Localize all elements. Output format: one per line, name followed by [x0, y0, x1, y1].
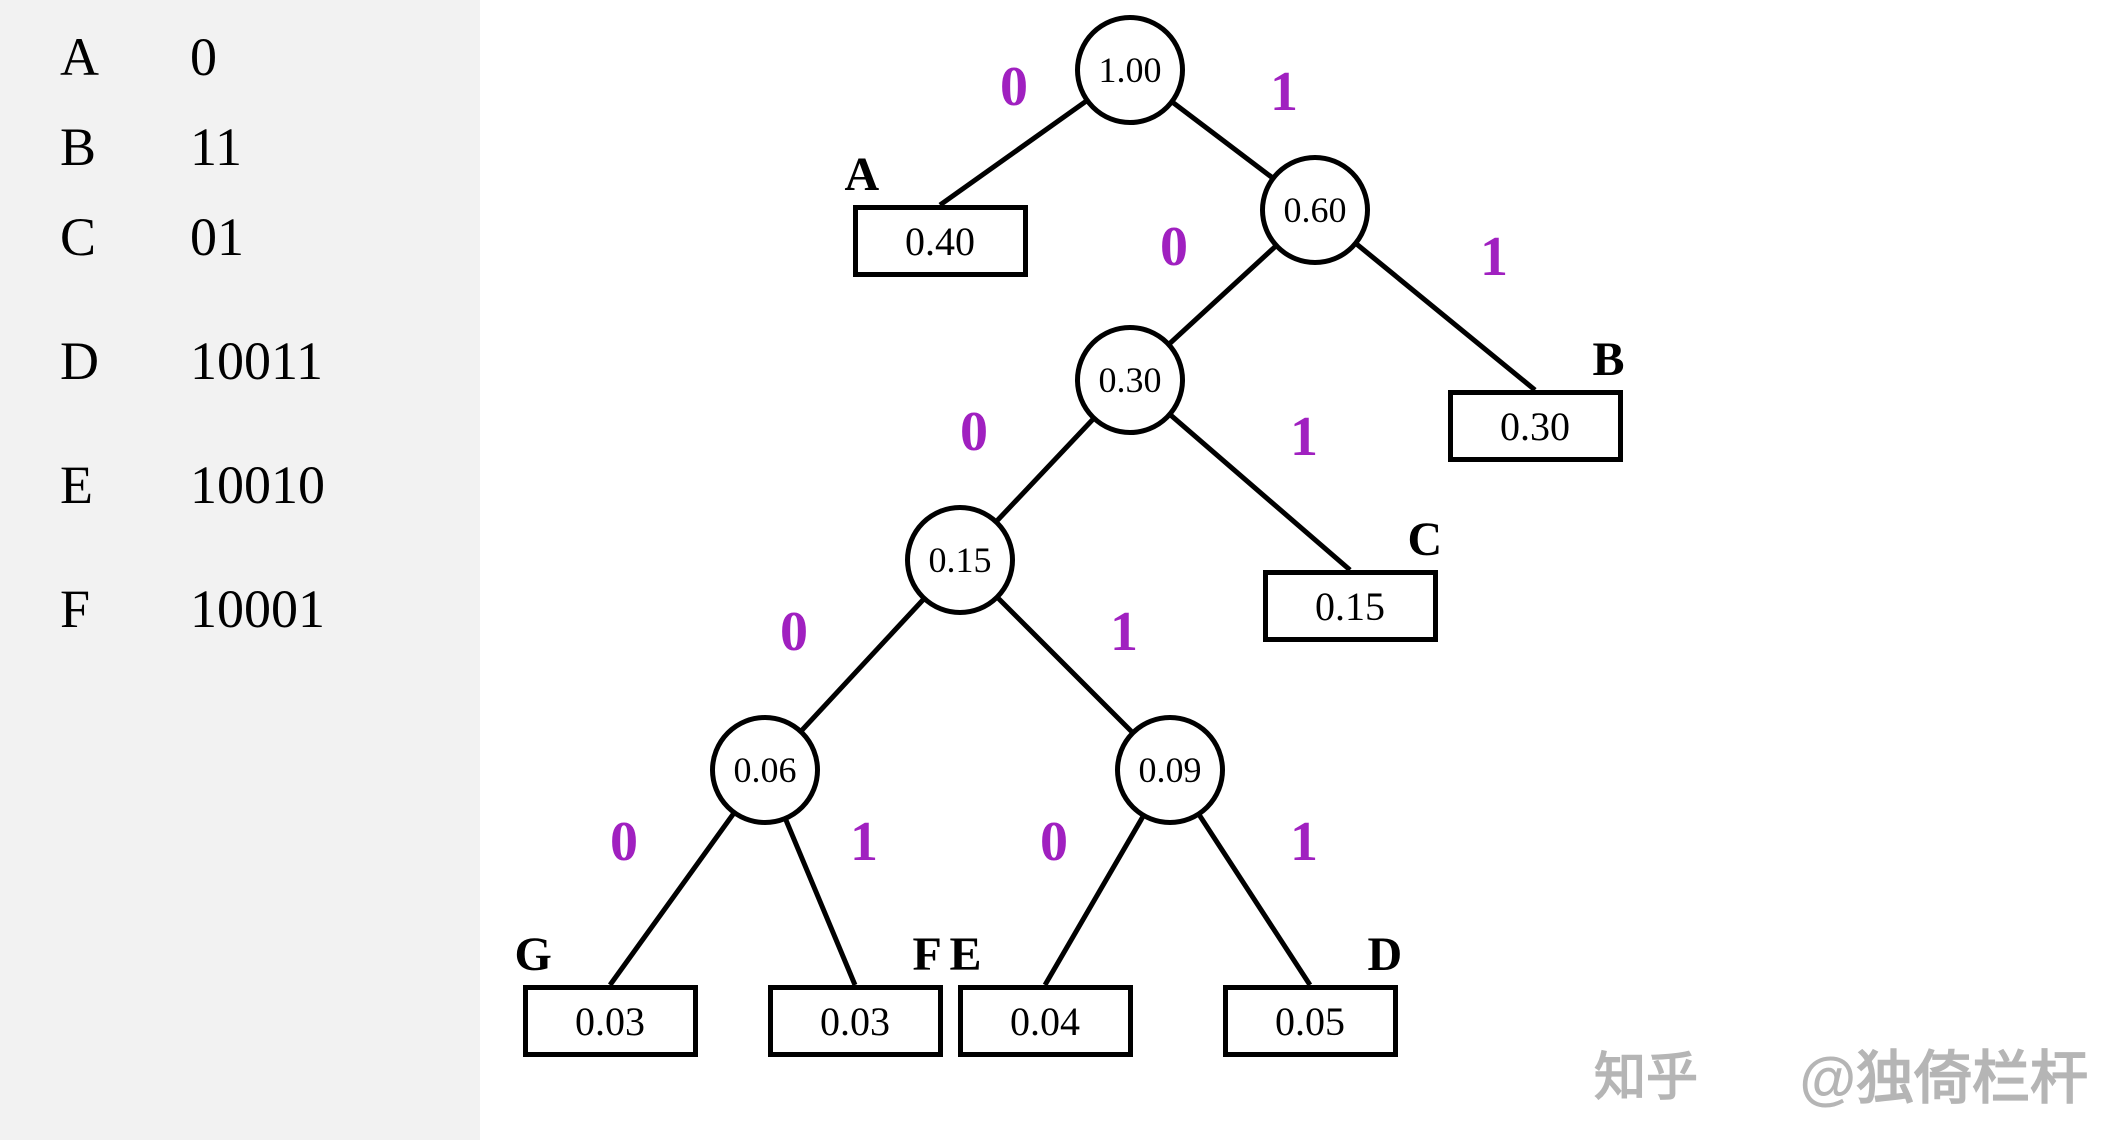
leaf-letter: E: [950, 927, 982, 982]
watermark-author: @独倚栏杆: [1799, 1031, 2088, 1115]
leaf-letter: C: [1408, 512, 1443, 567]
leaf-node: 0.05: [1223, 985, 1398, 1057]
code-row: A0: [60, 30, 420, 84]
leaf-letter: A: [845, 147, 880, 202]
leaf-letter: G: [515, 927, 552, 982]
code-table: A0B11C01D10011E10010F10001: [60, 30, 420, 636]
internal-node: 0.06: [710, 715, 820, 825]
code-row: B11: [60, 120, 420, 174]
code-letter: D: [60, 334, 180, 388]
huffman-tree-diagram: 010101010101 1.000.600.300.150.060.090.4…: [480, 0, 2128, 1140]
page-container: A0B11C01D10011E10010F10001 010101010101 …: [0, 0, 2128, 1140]
node-layer: 1.000.600.300.150.060.090.40A0.30B0.15C0…: [480, 0, 2128, 1140]
leaf-node: 0.03: [523, 985, 698, 1057]
code-value: 10011: [180, 334, 420, 388]
leaf-node: 0.30: [1448, 390, 1623, 462]
code-letter: B: [60, 120, 180, 174]
code-value: 01: [180, 210, 420, 264]
leaf-node: 0.15: [1263, 570, 1438, 642]
leaf-letter: B: [1593, 332, 1625, 387]
internal-node: 0.15: [905, 505, 1015, 615]
leaf-node: 0.03: [768, 985, 943, 1057]
code-row: D10011: [60, 334, 420, 388]
code-row: C01: [60, 210, 420, 264]
leaf-letter: D: [1368, 927, 1403, 982]
code-value: 11: [180, 120, 420, 174]
code-value: 0: [180, 30, 420, 84]
code-letter: C: [60, 210, 180, 264]
code-letter: E: [60, 458, 180, 512]
internal-node: 0.09: [1115, 715, 1225, 825]
watermark-logo: 知乎: [1594, 1035, 1698, 1110]
internal-node: 1.00: [1075, 15, 1185, 125]
code-letter: A: [60, 30, 180, 84]
code-row: E10010: [60, 458, 420, 512]
code-value: 10001: [180, 582, 420, 636]
leaf-node: 0.04: [958, 985, 1133, 1057]
leaf-letter: F: [913, 927, 942, 982]
code-letter: F: [60, 582, 180, 636]
internal-node: 0.30: [1075, 325, 1185, 435]
leaf-node: 0.40: [853, 205, 1028, 277]
code-row: F10001: [60, 582, 420, 636]
code-value: 10010: [180, 458, 420, 512]
internal-node: 0.60: [1260, 155, 1370, 265]
